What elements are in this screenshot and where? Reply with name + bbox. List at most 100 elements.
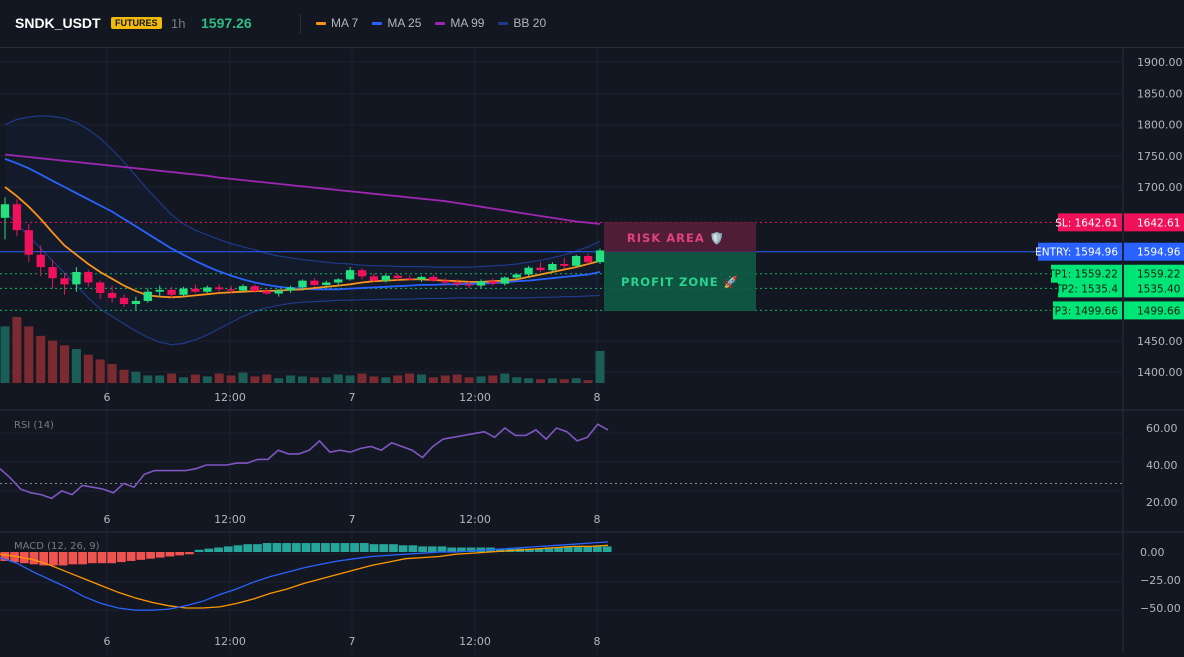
candle-body [143,291,152,301]
macd-histogram-bar [466,547,476,552]
sl-price-bg [1124,213,1184,232]
price-tick-label: 1900.00 [1137,56,1183,69]
legend-label: MA 25 [387,16,422,30]
sl-tag-bg [1058,213,1122,232]
macd-histogram-bar [0,552,10,561]
candle-body [310,280,319,285]
macd-histogram-bar [204,548,214,552]
symbol-name[interactable]: SNDK_USDT [15,15,101,31]
candle-body [524,267,533,275]
volume-bar [262,374,272,383]
macd-histogram-bar [602,546,612,552]
candle-body [595,250,605,263]
candle-body [238,286,248,291]
time-label: 12:00 [459,391,491,404]
bollinger-fill [5,115,600,345]
price-tick-label: 1850.00 [1137,87,1183,100]
time-label: 8 [594,635,601,648]
macd-histogram-bar [58,552,68,566]
price-tick-label: 1750.00 [1137,150,1183,163]
entry-tag-bg [1038,242,1122,261]
rsi-tick-label: 20.00 [1146,496,1178,509]
volume-bar [595,350,605,383]
trade-level-lines [0,221,1123,311]
candle-body [286,287,295,291]
candle-body [357,270,367,277]
tp1-tag-label: TP1: 1559.22 [1047,269,1118,281]
volume-bar [190,374,200,383]
macd-histogram-bar [408,545,418,552]
macd-histogram-bar [534,548,544,552]
volume-bar [214,373,224,383]
macd-histogram-bar [194,549,204,552]
volume-bar [95,359,105,383]
candle-body [464,284,474,286]
macd-histogram-bar [437,546,447,552]
candle-body [322,282,331,285]
macd-signal-line [0,544,609,609]
candle-body [155,289,164,292]
volume-bar [416,374,427,383]
macd-tick-label: 0.00 [1140,546,1165,559]
volume-bar [405,373,415,383]
bollinger-lower-line [4,211,601,346]
legend-item-1[interactable]: MA 25 [372,16,421,30]
macd-tick-label: −25.00 [1140,574,1181,587]
macd-histogram-bar [253,544,262,552]
candle-body [417,276,426,280]
candle-body [536,267,545,271]
volume-bar [48,340,58,383]
legend-label: BB 20 [513,16,547,30]
volume-bar [143,375,153,383]
candle-body [405,278,414,280]
volume-bar [381,377,391,383]
candle-body [298,280,307,288]
candle-body [191,288,200,292]
macd-histogram-bar [155,552,165,558]
candle-body [441,280,450,283]
legend-item-3[interactable]: BB 20 [498,16,546,30]
macd-histogram-bar [389,544,398,552]
candle-body [500,277,509,284]
interval-label[interactable]: 1h [171,16,186,31]
macd-histogram-bar [427,546,437,552]
macd-histogram-bar [554,547,563,552]
tp3-price-bg [1124,301,1184,320]
ma99-line [4,153,601,225]
volume-bar [119,369,129,383]
trade-zones: RISK AREA 🛡️ PROFIT ZONE 🚀 [604,222,756,311]
candle-body [0,204,10,218]
candle-body [84,272,93,283]
macd-histogram-bar [185,552,194,555]
time-label: 6 [104,513,111,526]
volume-bar [107,364,117,383]
macd-histogram-bar [457,547,466,552]
chart-grid [0,48,1123,653]
volume-bar [0,326,10,383]
rsi-pane: 60.00 40.00 20.00 [0,422,1178,509]
volume-bar [535,379,546,383]
candle-body [12,204,22,231]
candle-body [274,290,283,294]
legend-swatch [435,21,446,25]
volume-bar [155,375,165,383]
candle-body [96,282,105,293]
macd-histogram-bar [321,543,330,552]
macd-histogram-bar [563,546,573,552]
volume-bar [583,380,593,383]
price-axis: 1900.00 1850.00 1800.00 1750.00 1700.00 1450.… [1137,56,1183,379]
legend-item-0[interactable]: MA 7 [316,16,358,30]
volume-bar [428,377,438,383]
legend-item-2[interactable]: MA 99 [435,16,484,30]
price-tick-label: 1450.00 [1137,335,1183,348]
time-label: 8 [594,391,601,404]
tp3-tag-bg [1053,301,1122,320]
legend-swatch [316,21,326,25]
macd-histogram-bar [583,546,593,552]
candle-body [107,292,117,298]
tp2-tag-bg [1058,279,1122,298]
candle-body [369,276,379,281]
entry-price-bg [1124,242,1184,261]
